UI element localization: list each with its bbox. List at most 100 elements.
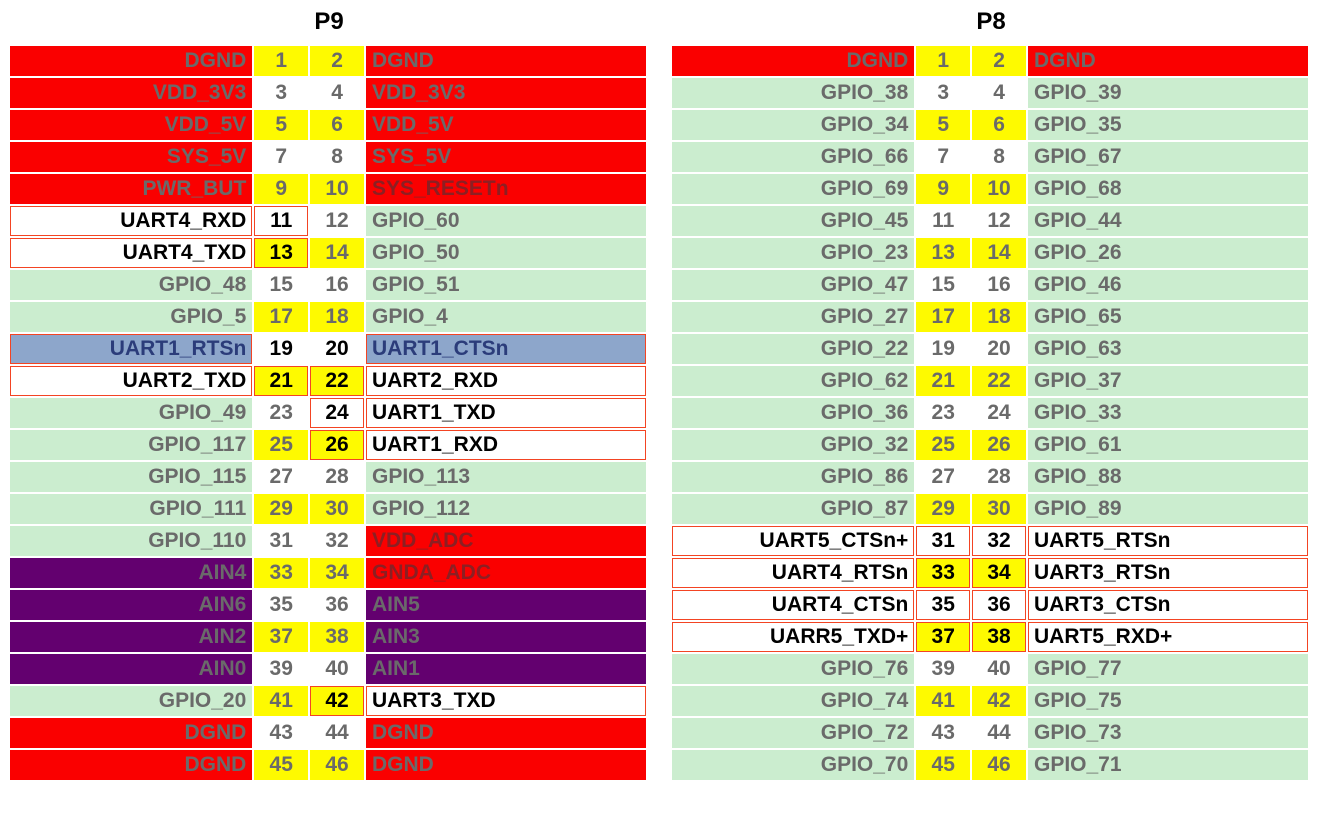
pin-number: 9 — [916, 174, 970, 204]
pin-number: 33 — [916, 558, 970, 588]
pin-label-left: GPIO_87 — [672, 494, 914, 524]
pin-row: GPIO_744142GPIO_75 — [672, 686, 1308, 716]
pin-row: SYS_5V78SYS_5V — [10, 142, 646, 172]
pin-label-right: SYS_5V — [366, 142, 646, 172]
pin-label-right: GNDA_ADC — [366, 558, 646, 588]
p9-header: P9 — [8, 8, 650, 36]
pin-label-right: GPIO_37 — [1028, 366, 1308, 396]
pin-row: GPIO_322526GPIO_61 — [672, 430, 1308, 460]
pin-number: 3 — [916, 78, 970, 108]
pin-label-left: DGND — [10, 750, 252, 780]
pin-label-left: GPIO_20 — [10, 686, 252, 716]
pin-label-right: GPIO_65 — [1028, 302, 1308, 332]
pin-label-right: GPIO_35 — [1028, 110, 1308, 140]
pin-label-right: GPIO_75 — [1028, 686, 1308, 716]
pin-label-right: UART3_CTSn — [1028, 590, 1308, 620]
pin-row: GPIO_763940GPIO_77 — [672, 654, 1308, 684]
pin-label-left: GPIO_32 — [672, 430, 914, 460]
pin-row: PWR_BUT910SYS_RESETn — [10, 174, 646, 204]
pin-row: UART4_TXD1314GPIO_50 — [10, 238, 646, 268]
pin-label-right: UART3_RTSn — [1028, 558, 1308, 588]
pin-number: 22 — [972, 366, 1026, 396]
pin-number: 41 — [254, 686, 308, 716]
pin-label-right: GPIO_88 — [1028, 462, 1308, 492]
pin-label-right: DGND — [366, 46, 646, 76]
pin-label-right: GPIO_51 — [366, 270, 646, 300]
pin-number: 19 — [254, 334, 308, 364]
pin-number: 23 — [916, 398, 970, 428]
pin-number: 20 — [972, 334, 1026, 364]
pin-label-right: DGND — [366, 718, 646, 748]
pin-label-left: GPIO_36 — [672, 398, 914, 428]
pin-label-right: GPIO_61 — [1028, 430, 1308, 460]
pin-number: 42 — [310, 686, 364, 716]
pin-row: UART2_TXD2122UART2_RXD — [10, 366, 646, 396]
pin-number: 36 — [972, 590, 1026, 620]
pin-label-right: DGND — [366, 750, 646, 780]
pin-label-right: DGND — [1028, 46, 1308, 76]
pin-label-left: GPIO_74 — [672, 686, 914, 716]
pin-label-left: GPIO_117 — [10, 430, 252, 460]
pin-label-left: GPIO_27 — [672, 302, 914, 332]
pin-label-left: GPIO_45 — [672, 206, 914, 236]
pin-label-left: UART4_RXD — [10, 206, 252, 236]
pin-number: 40 — [310, 654, 364, 684]
pin-row: GPIO_362324GPIO_33 — [672, 398, 1308, 428]
pin-label-right: UART5_RXD+ — [1028, 622, 1308, 652]
pin-row: GPIO_862728GPIO_88 — [672, 462, 1308, 492]
pin-number: 30 — [310, 494, 364, 524]
pin-row: GPIO_3834GPIO_39 — [672, 78, 1308, 108]
p8-header: P8 — [670, 8, 1312, 36]
pin-number: 13 — [916, 238, 970, 268]
pin-number: 44 — [972, 718, 1026, 748]
pin-number: 26 — [310, 430, 364, 460]
pin-number: 46 — [972, 750, 1026, 780]
pin-label-left: VDD_5V — [10, 110, 252, 140]
pin-number: 45 — [254, 750, 308, 780]
pin-row: GPIO_6678GPIO_67 — [672, 142, 1308, 172]
pin-number: 42 — [972, 686, 1026, 716]
pin-row: GPIO_1112930GPIO_112 — [10, 494, 646, 524]
pin-label-right: GPIO_26 — [1028, 238, 1308, 268]
pin-number: 17 — [254, 302, 308, 332]
pin-label-right: GPIO_68 — [1028, 174, 1308, 204]
pin-number: 28 — [310, 462, 364, 492]
pin-number: 37 — [916, 622, 970, 652]
pin-number: 40 — [972, 654, 1026, 684]
pin-label-right: AIN1 — [366, 654, 646, 684]
pin-number: 16 — [310, 270, 364, 300]
pin-label-right: GPIO_67 — [1028, 142, 1308, 172]
pin-row: DGND4546DGND — [10, 750, 646, 780]
pin-label-left: GPIO_69 — [672, 174, 914, 204]
pin-row: DGND4344DGND — [10, 718, 646, 748]
pin-number: 8 — [972, 142, 1026, 172]
pin-label-left: GPIO_86 — [672, 462, 914, 492]
pin-label-left: UARR5_TXD+ — [672, 622, 914, 652]
pin-label-right: SYS_RESETn — [366, 174, 646, 204]
pin-number: 12 — [310, 206, 364, 236]
pin-number: 45 — [916, 750, 970, 780]
pin-number: 1 — [916, 46, 970, 76]
pin-label-right: UART1_TXD — [366, 398, 646, 428]
pin-number: 46 — [310, 750, 364, 780]
pin-row: AIN03940AIN1 — [10, 654, 646, 684]
pin-number: 19 — [916, 334, 970, 364]
pin-row: GPIO_231314GPIO_26 — [672, 238, 1308, 268]
pin-number: 24 — [310, 398, 364, 428]
pin-label-right: GPIO_63 — [1028, 334, 1308, 364]
pin-number: 39 — [916, 654, 970, 684]
pin-label-left: GPIO_76 — [672, 654, 914, 684]
pin-label-left: DGND — [672, 46, 914, 76]
pin-label-left: GPIO_72 — [672, 718, 914, 748]
pin-number: 10 — [972, 174, 1026, 204]
pin-label-left: GPIO_66 — [672, 142, 914, 172]
pin-label-right: UART1_CTSn — [366, 334, 646, 364]
pin-number: 35 — [916, 590, 970, 620]
pin-number: 12 — [972, 206, 1026, 236]
pin-label-left: GPIO_110 — [10, 526, 252, 556]
pin-row: GPIO_204142UART3_TXD — [10, 686, 646, 716]
pin-label-right: GPIO_73 — [1028, 718, 1308, 748]
pin-label-left: VDD_3V3 — [10, 78, 252, 108]
pin-label-right: GPIO_50 — [366, 238, 646, 268]
pin-number: 18 — [972, 302, 1026, 332]
